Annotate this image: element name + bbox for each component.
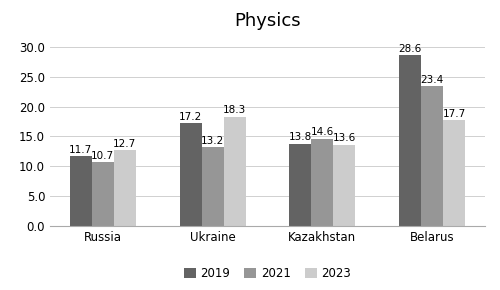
Bar (290, 144, 312, 226)
Bar (70, 156, 92, 226)
Text: 23.4: 23.4 (420, 75, 444, 85)
Bar (400, 55, 421, 226)
Bar (202, 147, 224, 226)
Bar (92, 162, 114, 226)
Text: 11.7: 11.7 (69, 145, 92, 155)
Legend: 2019, 2021, 2023: 2019, 2021, 2023 (179, 263, 356, 285)
Bar (334, 145, 355, 226)
Bar (422, 86, 444, 226)
Bar (224, 117, 246, 226)
Text: 17.7: 17.7 (442, 109, 466, 119)
Bar (180, 123, 202, 226)
Text: 13.2: 13.2 (201, 136, 224, 146)
Text: 28.6: 28.6 (398, 44, 422, 54)
Bar (114, 150, 136, 226)
Bar (444, 120, 465, 226)
Title: Physics: Physics (234, 12, 301, 30)
Text: 17.2: 17.2 (179, 112, 202, 122)
Text: 12.7: 12.7 (113, 139, 136, 149)
Text: 10.7: 10.7 (91, 151, 114, 161)
Text: 13.6: 13.6 (333, 133, 356, 143)
Text: 14.6: 14.6 (311, 127, 334, 137)
Text: 13.8: 13.8 (289, 132, 312, 142)
Bar (312, 139, 334, 226)
Text: 18.3: 18.3 (223, 105, 246, 115)
